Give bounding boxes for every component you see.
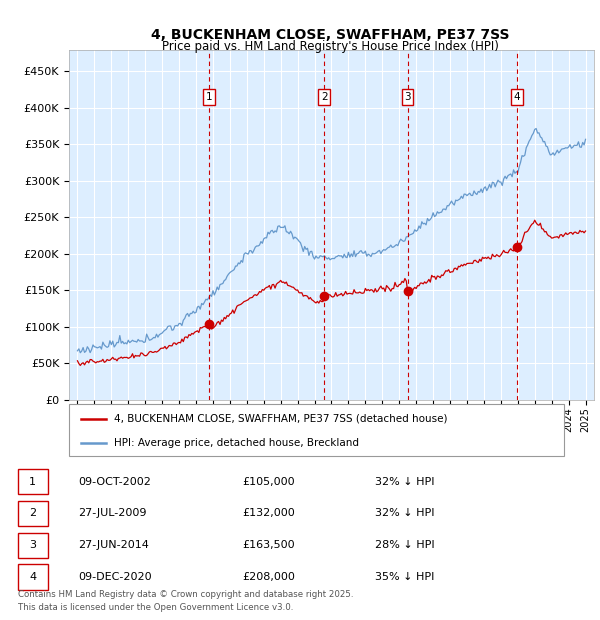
Text: HPI: Average price, detached house, Breckland: HPI: Average price, detached house, Brec… [113, 438, 359, 448]
FancyBboxPatch shape [18, 564, 48, 590]
Text: This data is licensed under the Open Government Licence v3.0.: This data is licensed under the Open Gov… [18, 603, 293, 612]
Text: 2: 2 [29, 508, 36, 518]
FancyBboxPatch shape [18, 501, 48, 526]
Text: 4, BUCKENHAM CLOSE, SWAFFHAM, PE37 7SS: 4, BUCKENHAM CLOSE, SWAFFHAM, PE37 7SS [151, 28, 509, 42]
Text: £105,000: £105,000 [242, 477, 295, 487]
Text: 4, BUCKENHAM CLOSE, SWAFFHAM, PE37 7SS (detached house): 4, BUCKENHAM CLOSE, SWAFFHAM, PE37 7SS (… [113, 414, 447, 423]
Text: 35% ↓ HPI: 35% ↓ HPI [375, 572, 434, 582]
Text: 1: 1 [206, 92, 212, 102]
Text: 4: 4 [29, 572, 36, 582]
Text: £163,500: £163,500 [242, 540, 295, 550]
Text: 28% ↓ HPI: 28% ↓ HPI [375, 540, 434, 550]
FancyBboxPatch shape [69, 404, 564, 456]
Text: 27-JUL-2009: 27-JUL-2009 [78, 508, 147, 518]
Text: Contains HM Land Registry data © Crown copyright and database right 2025.: Contains HM Land Registry data © Crown c… [18, 590, 353, 600]
Text: 4: 4 [514, 92, 520, 102]
Text: 32% ↓ HPI: 32% ↓ HPI [375, 477, 434, 487]
Text: 27-JUN-2014: 27-JUN-2014 [78, 540, 149, 550]
Text: 09-OCT-2002: 09-OCT-2002 [78, 477, 151, 487]
Text: Price paid vs. HM Land Registry's House Price Index (HPI): Price paid vs. HM Land Registry's House … [161, 40, 499, 53]
FancyBboxPatch shape [18, 469, 48, 494]
Text: 3: 3 [404, 92, 411, 102]
Text: £132,000: £132,000 [242, 508, 295, 518]
Text: 09-DEC-2020: 09-DEC-2020 [78, 572, 152, 582]
Text: £208,000: £208,000 [242, 572, 295, 582]
FancyBboxPatch shape [18, 533, 48, 558]
Text: 1: 1 [29, 477, 36, 487]
Text: 32% ↓ HPI: 32% ↓ HPI [375, 508, 434, 518]
Text: 2: 2 [321, 92, 328, 102]
Text: 3: 3 [29, 540, 36, 550]
